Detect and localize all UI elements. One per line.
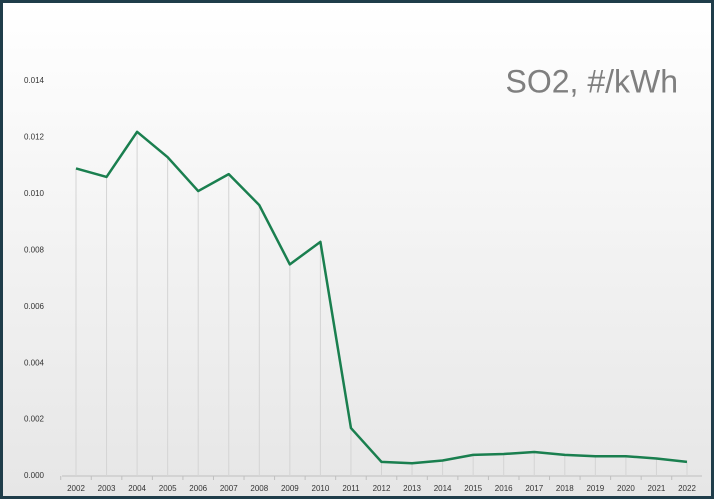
x-tick-label: 2017: [525, 484, 543, 493]
x-tick-label: 2003: [98, 484, 116, 493]
x-tick-label: 2011: [342, 484, 360, 493]
x-tick-label: 2016: [495, 484, 513, 493]
x-tick-label: 2021: [648, 484, 666, 493]
x-tick-label: 2015: [464, 484, 482, 493]
y-tick-label: 0.012: [24, 133, 45, 142]
y-tick-label: 0.014: [24, 76, 45, 85]
x-tick-label: 2018: [556, 484, 574, 493]
y-tick-label: 0.010: [24, 189, 45, 198]
y-tick-label: 0.008: [24, 245, 45, 254]
x-tick-label: 2013: [403, 484, 421, 493]
x-tick-label: 2004: [128, 484, 146, 493]
chart-title: SO2, #/kWh: [506, 63, 679, 99]
x-tick-label: 2005: [159, 484, 177, 493]
y-tick-label: 0.006: [24, 302, 45, 311]
x-tick-label: 2007: [220, 484, 238, 493]
y-tick-label: 0.002: [24, 415, 45, 424]
x-tick-label: 2019: [586, 484, 604, 493]
x-tick-label: 2010: [312, 484, 330, 493]
x-tick-label: 2012: [373, 484, 391, 493]
x-tick-label: 2006: [189, 484, 207, 493]
x-tick-label: 2022: [678, 484, 696, 493]
y-tick-label: 0.000: [24, 471, 45, 480]
x-tick-label: 2002: [67, 484, 85, 493]
x-tick-label: 2014: [434, 484, 452, 493]
x-tick-label: 2020: [617, 484, 635, 493]
data-line: [75, 130, 688, 465]
x-tick-label: 2008: [250, 484, 268, 493]
y-tick-label: 0.004: [24, 358, 45, 367]
x-tick-label: 2009: [281, 484, 299, 493]
